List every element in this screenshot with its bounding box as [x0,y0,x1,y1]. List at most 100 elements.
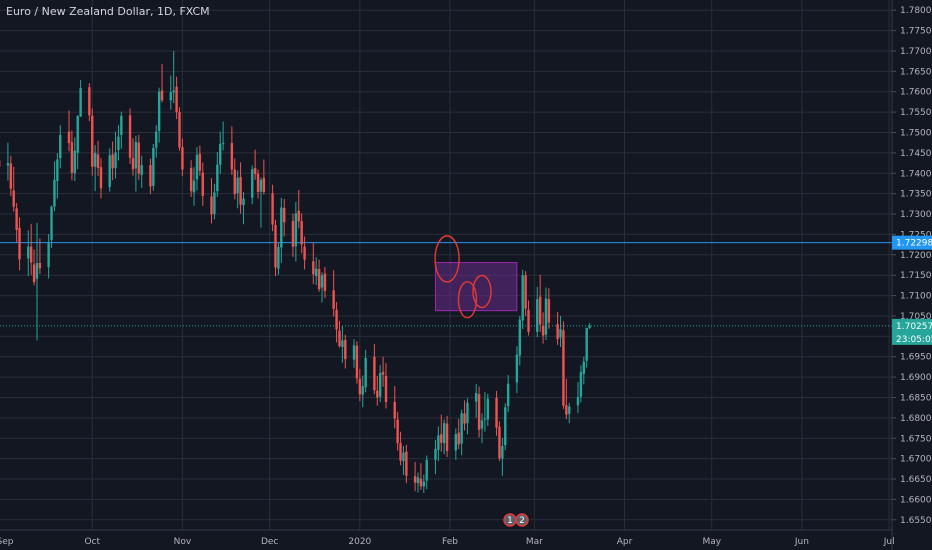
y-tick-label: 1.69500 [900,353,932,363]
x-tick-label: Oct [84,537,100,547]
y-tick-label: 1.73000 [900,210,932,220]
candle-body [312,261,315,275]
annotations [434,235,492,319]
candle-body [588,325,591,328]
y-tick-label: 1.75500 [900,108,932,118]
candle-body [99,167,103,189]
candle-body [283,207,286,223]
candle-body [131,158,135,170]
candle-body [297,210,300,222]
candle-body [393,401,396,419]
last-price-tag [892,318,932,345]
candle-body [515,354,519,383]
candle-body [582,361,585,374]
x-tick-label: Apr [617,537,633,547]
candle-body [178,112,181,148]
candle-body [495,397,498,428]
candle-body [547,299,551,323]
candle-body [413,476,417,483]
candle-body [27,246,30,259]
candle-body [437,435,440,451]
y-tick-label: 1.70500 [900,312,932,322]
candle-body [216,164,219,192]
x-tick-label: Sep [0,537,14,547]
candle-body [521,275,524,321]
annotation-ellipse[interactable] [472,274,492,309]
badge-2[interactable] [515,513,529,527]
candle-body [323,273,327,292]
candle-body [137,142,140,174]
candle-body [559,329,562,338]
candle-body [474,393,478,402]
candle-body [189,167,193,192]
candle-body [157,91,161,131]
y-tick-label: 1.68000 [900,414,932,424]
candle-body [280,207,283,248]
candle-body [192,180,196,193]
candle-body [233,169,236,195]
candle-body [140,165,143,175]
y-tick-label: 1.71000 [900,292,932,302]
candle-body [50,206,53,241]
candle-body [6,163,10,166]
y-tick-label: 1.78000 [900,6,932,16]
candle-body [198,153,202,171]
level-price-tag [892,235,932,250]
x-tick-label: Dec [261,537,278,547]
candle-body [434,448,437,460]
y-tick-label: 1.77500 [900,27,932,37]
candle-body [344,340,347,360]
x-tick-label: Nov [174,537,192,547]
candle-body [12,190,15,207]
candle-body [504,407,507,446]
candle-body [477,394,481,430]
candle-body [117,136,120,151]
candle-body [70,142,74,173]
candle-body [236,177,239,194]
candle-body [373,356,376,391]
candle-body [152,147,155,186]
candle-body [67,131,71,144]
candle-body [15,208,18,230]
annotation-ellipse[interactable] [434,235,460,283]
candle-body [364,357,367,388]
annotation-ellipse[interactable] [457,280,478,319]
candle-body [416,477,420,484]
y-tick-label: 1.75000 [900,129,932,139]
y-tick-label: 1.73500 [900,190,932,200]
candle-body [332,290,335,310]
candle-body [320,275,324,288]
time-axis[interactable]: Sep Oct Nov Dec 2020 Feb Mar Apr May Jun Jul [0,529,895,547]
y-tick-label: 1.66000 [900,495,932,505]
candle-body [114,152,117,168]
candle-body [149,165,152,187]
candle-body [47,242,50,268]
candle-body [195,154,199,180]
candle-body [291,220,295,247]
y-tick-label: 1.72000 [900,251,932,261]
candle-body [399,443,402,461]
candle-body [562,330,565,406]
candle-body [585,327,588,361]
candle-body [259,179,263,192]
candle-body [221,143,225,145]
candle-body [440,434,443,443]
candle-body [506,383,510,407]
candle-body [111,154,114,169]
candle-body [120,115,123,135]
candle-body [402,452,405,462]
candle-body [445,423,449,451]
candle-body [565,405,568,415]
y-tick-label: 1.67500 [900,434,932,444]
candle-body [568,406,571,414]
candle-body [483,418,487,420]
candle-body [53,179,56,207]
candle-body [210,196,213,215]
candle-body [457,432,460,445]
candle-body [422,481,426,487]
candle-body [381,371,385,375]
candle-body [91,115,94,167]
price-axis[interactable]: 1.78000 1.77500 1.77000 1.76500 1.76000 1.755… [891,0,932,550]
